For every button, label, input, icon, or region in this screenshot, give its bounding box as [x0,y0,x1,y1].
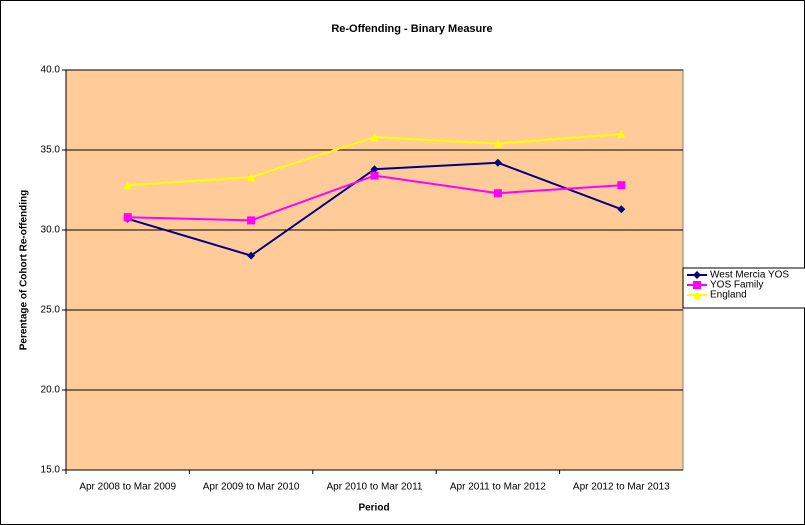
data-point [617,130,626,138]
x-tick-label: Apr 2011 to Mar 2012 [450,482,546,493]
legend-label: YOS Family [710,280,763,291]
data-point [493,139,502,148]
data-point [370,165,379,174]
legend-marker [693,291,701,299]
legend-label: England [710,290,747,301]
y-tick-label: 25.0 [41,305,61,316]
y-axis-label: Perentage of Cohort Re-offending [19,190,30,351]
y-tick-label: 30.0 [41,225,61,236]
data-point [123,213,132,222]
data-point [247,216,256,225]
legend-label: West Mercia YOS [710,270,789,281]
y-tick-label: 20.0 [41,385,61,396]
x-tick-label: Apr 2008 to Mar 2009 [79,482,176,493]
data-point [493,189,502,198]
y-tick-label: 15.0 [41,465,61,476]
y-tick-label: 35.0 [41,145,61,156]
data-point [370,133,379,142]
x-tick-label: Apr 2009 to Mar 2010 [203,482,300,493]
x-tick-label: Apr 2010 to Mar 2011 [327,482,423,493]
y-tick-label: 40.0 [41,65,61,76]
data-point [617,181,626,190]
x-axis-label: Period [358,503,389,514]
chart-title: Re-Offending - Binary Measure [331,23,492,35]
data-point [247,251,256,260]
legend-marker [693,281,701,289]
data-point [370,171,379,180]
data-point [493,158,502,167]
data-point [247,173,256,182]
data-point [123,181,132,190]
plot-area [65,69,684,471]
data-point [617,205,626,214]
x-tick-label: Apr 2012 to Mar 2013 [573,482,670,493]
legend-marker [693,271,701,279]
